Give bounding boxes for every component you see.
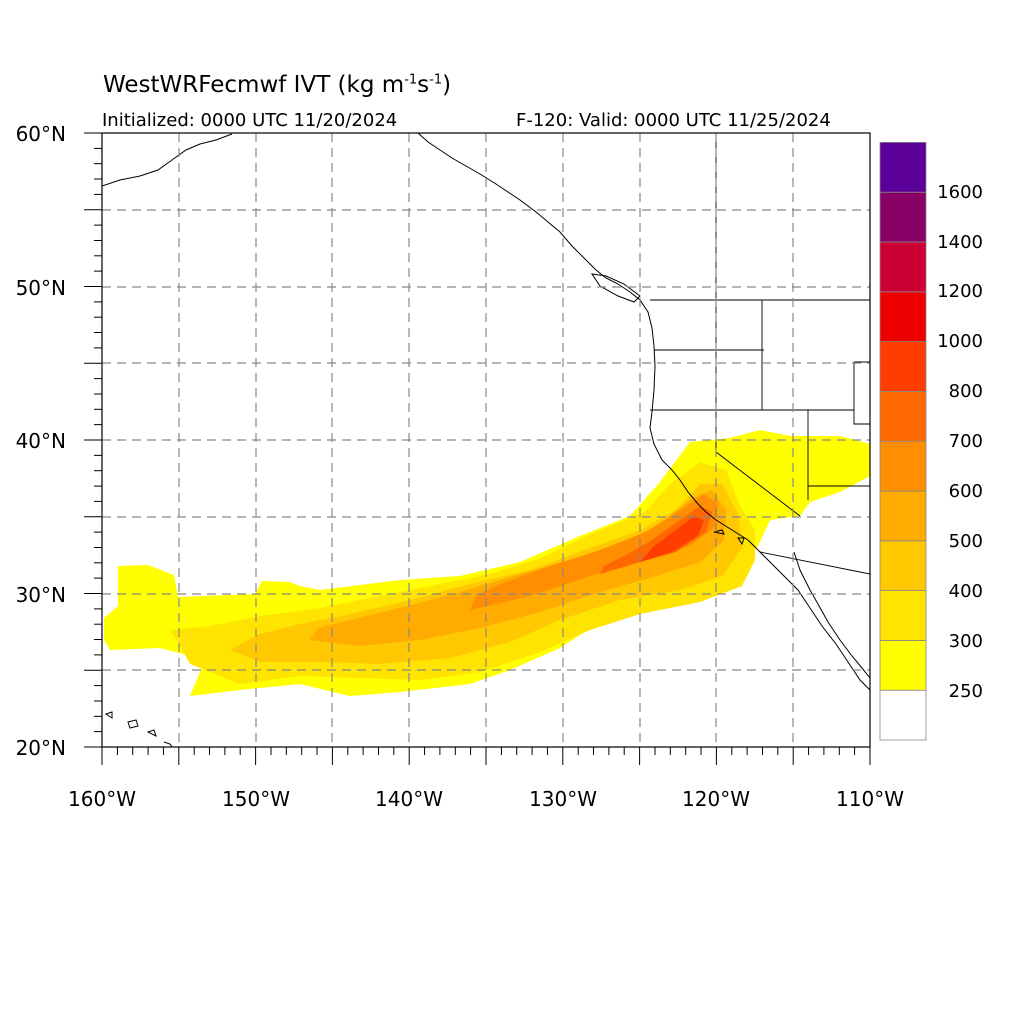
lat-label: 50°N [16,276,66,300]
colorbar-box [879,640,927,691]
colorbar-box [879,291,927,342]
units-exponent-1: -1 [404,72,418,88]
field-name: IVT [293,72,331,98]
colorbar-label: 500 [949,531,983,552]
lat-label: 20°N [16,736,66,760]
axis-ticks [84,132,871,765]
longitude-labels: 160°W 150°W 140°W 130°W 120°W 110°W [68,787,904,811]
colorbar-label: 1200 [937,281,983,302]
colorbar-label: 700 [949,431,983,452]
colorbar-box [879,341,927,392]
channel-islands [713,529,745,546]
lat-label: 40°N [16,429,66,453]
colorbar-box [879,191,927,243]
latitude-labels: 60°N 50°N 40°N 30°N 20°N [16,122,66,760]
baja-gulf-coast [793,551,870,679]
colorbar [879,141,927,741]
colorbar-box [879,540,927,591]
colorbar-labels: 250 300 400 500 600 700 800 1000 1200 14… [937,182,983,702]
lon-label: 120°W [682,787,750,811]
colorbar-label: 250 [949,681,983,702]
colorbar-box [879,440,927,492]
ivt-band-500 [310,490,726,646]
map-frame [101,132,871,748]
model-name: WestWRFecmwf [103,72,287,98]
colorbar-box [879,241,927,293]
units-base: kg m [346,72,405,98]
colorbar-box [879,689,927,741]
lon-label: 160°W [68,787,136,811]
units-exponent-2: -1 [429,72,443,88]
colorbar-box [879,390,927,442]
graticule [102,133,870,747]
lon-label: 110°W [836,787,904,811]
ivt-band-800 [640,516,704,562]
hawaii-islands [104,711,173,747]
colorbar-label: 1000 [937,331,983,352]
colorbar-label: 600 [949,481,983,502]
colorbar-box [879,590,927,641]
colorbar-label: 400 [949,581,983,602]
colorbar-box [879,141,927,193]
ivt-shading [104,430,870,696]
lon-label: 130°W [529,787,597,811]
ivt-band-600 [470,494,718,610]
north-america-coastline [417,133,870,691]
ivt-band-700 [600,506,712,574]
colorbar-label: 1600 [937,182,983,203]
lon-label: 150°W [222,787,290,811]
initialized-time: Initialized: 0000 UTC 11/20/2024 [102,110,398,131]
colorbar-label: 1400 [937,232,983,253]
alaska-coast [102,133,233,187]
lon-label: 140°W [375,787,443,811]
colorbar-box [879,490,927,542]
colorbar-label: 300 [949,631,983,652]
lat-label: 60°N [16,122,66,146]
valid-time: F-120: Valid: 0000 UTC 11/25/2024 [516,110,831,131]
colorbar-label: 800 [949,381,983,402]
lat-label: 30°N [16,583,66,607]
map-title: WestWRFecmwf IVT (kg m-1s-1) [103,72,452,98]
vancouver-island [590,273,641,303]
units-seconds: s [417,72,430,98]
